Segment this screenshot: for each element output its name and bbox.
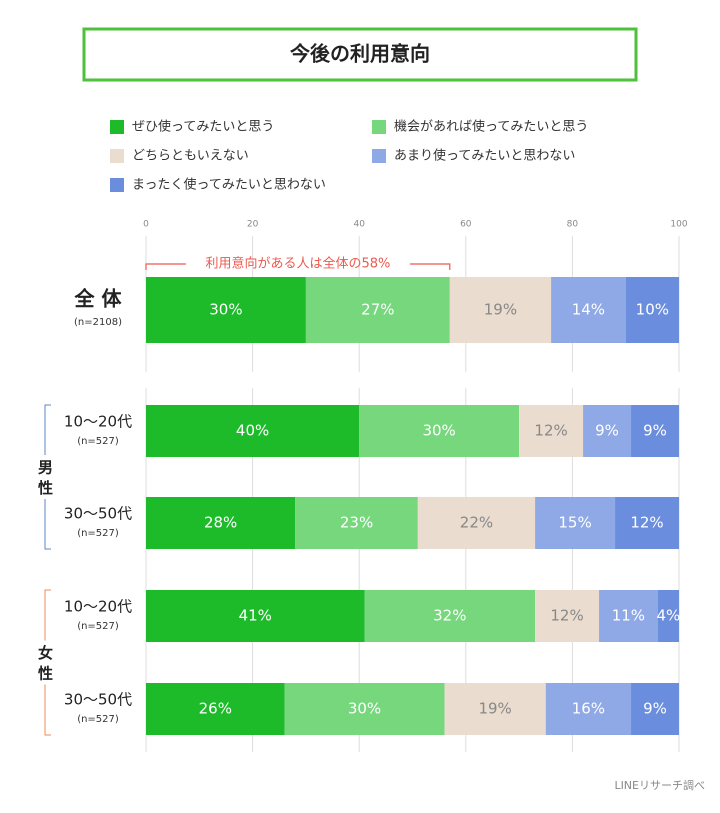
- category-note: (n=527): [77, 436, 119, 447]
- group-label: 女 性: [36, 644, 54, 681]
- bar-segment: [583, 405, 632, 457]
- source: LINEリサーチ調べ: [614, 778, 705, 792]
- value-label: 30%: [209, 301, 242, 319]
- value-label: 11%: [612, 607, 645, 625]
- x-tick-label: 100: [670, 220, 687, 230]
- title-box: [82, 27, 638, 82]
- bar-segment: [417, 497, 536, 549]
- bar-segment: [364, 590, 536, 642]
- bar-segment: [146, 683, 285, 735]
- bar-segment: [305, 277, 450, 343]
- value-label: 23%: [340, 514, 373, 532]
- category-label: 10〜20代: [64, 413, 132, 431]
- bar-segment: [551, 277, 626, 343]
- bar-segment: [599, 590, 658, 642]
- bar-segment: [444, 683, 546, 735]
- legend-label: 機会があれば使ってみたいと思う: [394, 119, 588, 135]
- value-label: 14%: [572, 301, 605, 319]
- bar-segment: [359, 405, 520, 457]
- bar-segment: [449, 277, 552, 343]
- group-label-bg: [35, 640, 55, 685]
- legend-swatch: [110, 120, 124, 134]
- bar-segment: [545, 683, 632, 735]
- value-label: 4%: [656, 607, 680, 625]
- x-tick-label: 0: [143, 220, 149, 230]
- legend-label: あまり使ってみたいと思わない: [394, 148, 575, 164]
- value-label: 15%: [558, 514, 591, 532]
- bar-segment: [625, 277, 679, 343]
- category-note: (n=2108): [74, 317, 122, 328]
- bar-segment: [631, 683, 679, 735]
- legend-swatch: [372, 120, 386, 134]
- value-label: 30%: [348, 700, 381, 718]
- category-label: 10〜20代: [64, 598, 132, 616]
- value-label: 9%: [643, 700, 667, 718]
- value-label: 26%: [199, 700, 232, 718]
- value-label: 12%: [630, 514, 663, 532]
- legend-label: まったく使ってみたいと思わない: [132, 177, 326, 193]
- value-label: 10%: [636, 301, 669, 319]
- value-label: 16%: [572, 700, 605, 718]
- legend-swatch: [110, 149, 124, 163]
- group-label: 男 性: [36, 459, 54, 495]
- value-label: 28%: [204, 514, 237, 532]
- legend-label: どちらともいえない: [132, 149, 249, 164]
- x-tick-label: 80: [567, 220, 579, 230]
- annotation: 利用意向がある人は全体の58%: [205, 256, 390, 272]
- bar-segment: [657, 590, 679, 642]
- value-label: 12%: [534, 422, 567, 440]
- bar-segment: [519, 405, 584, 457]
- category-note: (n=527): [77, 621, 119, 632]
- category-label: 30〜50代: [64, 691, 132, 709]
- value-label: 19%: [484, 301, 517, 319]
- value-label: 12%: [550, 607, 583, 625]
- x-tick-label: 40: [353, 220, 365, 230]
- value-label: 32%: [433, 607, 466, 625]
- value-label: 9%: [643, 422, 667, 440]
- annotation-bracket: [145, 263, 451, 270]
- bar-segment: [631, 405, 679, 457]
- legend-swatch: [110, 178, 124, 192]
- value-label: 19%: [478, 700, 511, 718]
- bar-segment: [615, 497, 679, 549]
- bar-segment: [146, 405, 360, 457]
- value-label: 9%: [595, 422, 619, 440]
- bar-segment: [535, 497, 616, 549]
- category-note: (n=527): [77, 528, 119, 539]
- value-label: 40%: [236, 422, 269, 440]
- value-label: 30%: [422, 422, 455, 440]
- category-label: 30〜50代: [64, 505, 132, 523]
- group-label-bg: [35, 455, 55, 499]
- category-label: 全 体: [74, 287, 123, 311]
- value-label: 27%: [361, 301, 394, 319]
- value-label: 41%: [239, 607, 272, 625]
- bar-segment: [146, 497, 296, 549]
- bar-segment: [146, 590, 365, 642]
- x-tick-label: 20: [247, 220, 259, 230]
- category-note: (n=527): [77, 714, 119, 725]
- bar-segment: [295, 497, 418, 549]
- x-tick-label: 60: [460, 220, 472, 230]
- value-label: 22%: [460, 514, 493, 532]
- bar-segment: [146, 277, 306, 343]
- bar-segment: [284, 683, 445, 735]
- chart-title: 今後の利用意向: [290, 42, 430, 66]
- legend-label: ぜひ使ってみたいと思う: [132, 119, 274, 135]
- legend-swatch: [372, 149, 386, 163]
- bar-segment: [535, 590, 600, 642]
